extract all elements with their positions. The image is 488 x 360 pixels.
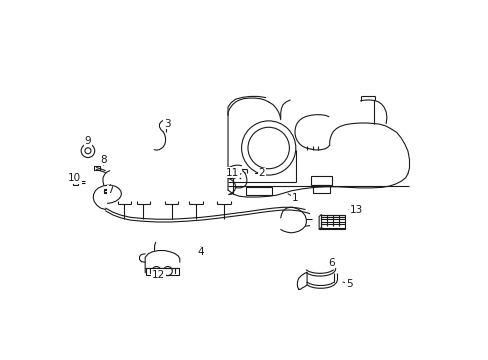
Bar [310, 176, 331, 185]
Text: 7: 7 [107, 185, 114, 195]
Text: 13: 13 [349, 204, 362, 215]
Bar [145, 268, 179, 275]
Text: 6: 6 [327, 258, 334, 268]
Text: 4: 4 [197, 247, 204, 257]
Bar [321, 215, 345, 228]
Bar [103, 189, 109, 193]
Text: 5: 5 [345, 279, 352, 289]
Bar [94, 166, 100, 170]
Bar [245, 187, 272, 195]
Text: 12: 12 [151, 270, 164, 280]
Text: 11: 11 [225, 168, 239, 178]
Text: 1: 1 [291, 193, 298, 203]
Text: 9: 9 [84, 136, 91, 146]
Text: 3: 3 [163, 118, 170, 129]
Text: 10: 10 [68, 174, 81, 184]
Text: 8: 8 [100, 155, 106, 165]
Text: 2: 2 [258, 168, 264, 179]
Bar [73, 180, 78, 185]
Bar [312, 185, 329, 193]
